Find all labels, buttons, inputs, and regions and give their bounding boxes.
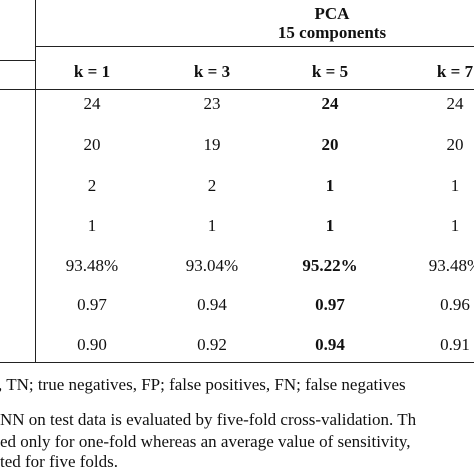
footnote: ted for five folds. xyxy=(0,452,119,471)
column-header: k = 3 xyxy=(193,62,231,81)
column-header: k = 1 xyxy=(73,62,111,81)
header-rule xyxy=(0,89,474,90)
table-cell: 0.94 xyxy=(197,295,227,314)
table-cell: 2 xyxy=(87,176,97,195)
table-cell: 20 xyxy=(446,135,464,154)
footnote: , TN; true negatives, FP; false positive… xyxy=(0,375,406,394)
table-cell: 19 xyxy=(203,135,221,154)
table-cell: 20 xyxy=(321,135,339,154)
table-cell: 1 xyxy=(207,216,217,235)
column-header: k = 5 xyxy=(311,62,349,81)
table-cell: 95.22% xyxy=(302,256,358,275)
footnote: NN on test data is evaluated by five-fol… xyxy=(0,410,417,429)
table-cell: 1 xyxy=(325,216,335,235)
header-rule xyxy=(35,46,474,47)
table-cell: 0.96 xyxy=(440,295,470,314)
table-cell: 93.04% xyxy=(185,256,239,275)
table-cell: 0.92 xyxy=(197,335,227,354)
header-rule xyxy=(0,60,35,61)
bottom-rule xyxy=(0,362,474,363)
table-cell: 93.48% xyxy=(428,256,474,275)
column-header: k = 7 xyxy=(436,62,474,81)
table-cell: 0.90 xyxy=(77,335,107,354)
table-cell: 93.48% xyxy=(65,256,119,275)
table-cell: 1 xyxy=(87,216,97,235)
column-rule xyxy=(35,0,36,362)
table-cell: 24 xyxy=(446,94,464,113)
table-cell: 1 xyxy=(450,176,460,195)
table-cell: 2 xyxy=(207,176,217,195)
table-cell: 20 xyxy=(83,135,101,154)
group-subtitle: 15 components xyxy=(277,23,387,42)
footnote: ed only for one-fold whereas an average … xyxy=(0,432,411,451)
table-cell: 1 xyxy=(450,216,460,235)
table-cell: 24 xyxy=(321,94,339,113)
group-title: PCA xyxy=(314,4,350,23)
table-cell: 0.97 xyxy=(315,295,345,314)
table-cell: 1 xyxy=(325,176,335,195)
table-cell: 24 xyxy=(83,94,101,113)
table-cell: 0.97 xyxy=(77,295,107,314)
table-cell: 0.94 xyxy=(315,335,345,354)
table-cell: 23 xyxy=(203,94,221,113)
table-cell: 0.91 xyxy=(440,335,470,354)
